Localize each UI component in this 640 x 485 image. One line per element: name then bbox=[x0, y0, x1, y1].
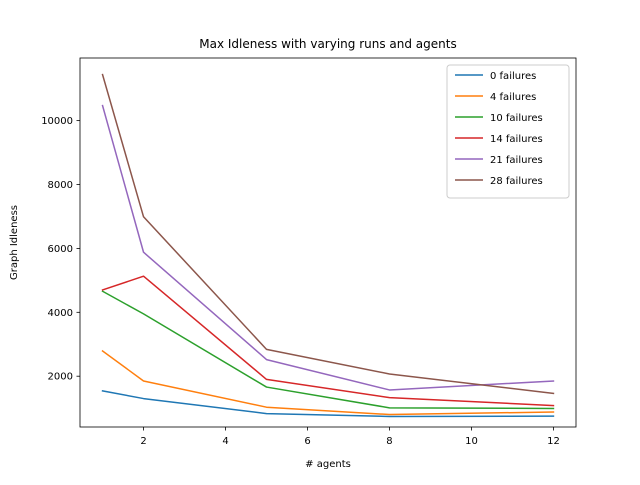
x-tick-label: 4 bbox=[222, 436, 228, 447]
chart-title: Max Idleness with varying runs and agent… bbox=[199, 37, 456, 51]
legend-entry-label: 28 failures bbox=[490, 176, 543, 187]
y-tick-label: 6000 bbox=[48, 244, 73, 255]
axes-frame bbox=[79, 57, 577, 428]
series-line-4 bbox=[101, 275, 555, 407]
series-line-3 bbox=[101, 290, 555, 410]
y-axis-label: Graph Idleness bbox=[9, 205, 20, 280]
legend-entry-label: 4 failures bbox=[490, 92, 536, 103]
x-tick-label: 6 bbox=[304, 436, 310, 447]
series-line-2 bbox=[101, 349, 555, 416]
y-tick-label: 8000 bbox=[48, 180, 73, 191]
series-line-6 bbox=[101, 73, 555, 395]
x-tick-label: 8 bbox=[386, 436, 392, 447]
x-axis-label: # agents bbox=[305, 459, 351, 470]
legend: 0 failures 4 failures 10 failures 14 failur… bbox=[446, 64, 570, 199]
y-tick-label: 4000 bbox=[48, 308, 73, 319]
legend-entry-label: 21 failures bbox=[490, 155, 543, 166]
series-line-5 bbox=[101, 104, 555, 391]
legend-entry-label: 14 failures bbox=[490, 134, 543, 145]
x-tick-label: 2 bbox=[140, 436, 146, 447]
x-tick-label: 10 bbox=[465, 436, 478, 447]
y-tick-label: 10000 bbox=[41, 116, 73, 127]
y-tick-label: 2000 bbox=[48, 372, 73, 383]
x-tick-label: 12 bbox=[547, 436, 560, 447]
legend-box bbox=[446, 64, 570, 199]
series-line-1 bbox=[101, 390, 555, 418]
legend-entry-label: 10 failures bbox=[490, 113, 543, 124]
x-axis-ticks: 2 4 6 8 10 12 bbox=[140, 427, 560, 447]
series-layer bbox=[101, 73, 555, 418]
y-axis-ticks: 2000 4000 6000 8000 10000 bbox=[41, 116, 80, 383]
legend-entry-label: 0 failures bbox=[490, 71, 536, 82]
